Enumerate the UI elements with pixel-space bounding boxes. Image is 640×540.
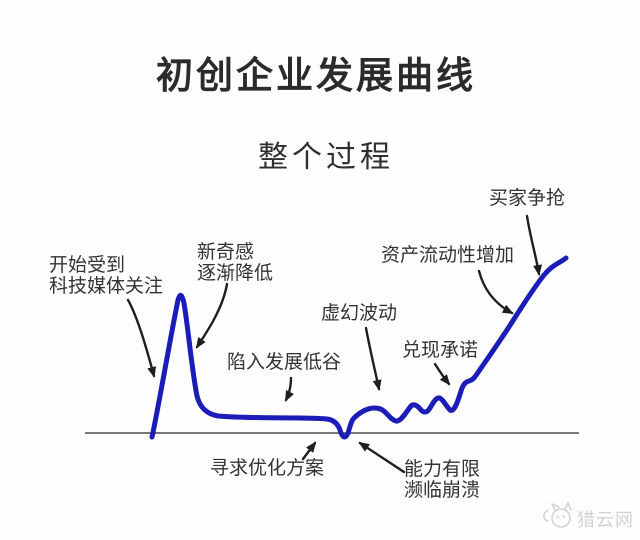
arrow-illusory-fluctuation [364,326,382,391]
arrow-fulfill-promise [433,362,451,386]
watermark-text: 猎云网 [577,510,634,530]
annotation-buyers-scramble: 买家争抢 [489,188,566,209]
annotation-near-collapse: 能力有限 濒临崩溃 [404,459,481,501]
arrow-buyers-scramble [525,214,542,276]
annotation-novelty-fading: 新奇感 逐渐降低 [197,242,274,284]
page-title: 初创企业发展曲线 [156,55,476,96]
annotation-media-attention: 开始受到 科技媒体关注 [49,255,164,297]
annotation-fulfill-promise: 兑现承诺 [402,340,479,361]
annotation-liquidity-increase: 资产流动性增加 [381,245,515,266]
annotation-seek-optimization: 寻求优化方案 [210,458,325,479]
arrow-seek-optimization [301,441,317,461]
subtitle: 整个过程 [258,141,394,174]
lieyun-logo-icon [543,502,572,528]
arrow-trough [284,376,295,402]
arrow-media-attention [126,298,157,378]
annotation-arrows [126,214,542,474]
arrow-novelty-fading [195,282,229,349]
annotation-illusory-fluctuation: 虚幻波动 [321,303,398,324]
annotation-trough: 陷入发展低谷 [227,352,342,373]
growth-curve [149,255,569,440]
arrow-liquidity-increase [477,269,514,315]
arrow-near-collapse [358,441,406,474]
